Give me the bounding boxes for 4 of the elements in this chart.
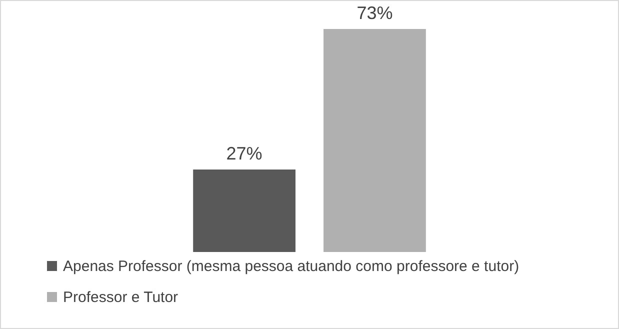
legend-label: Professor e Tutor xyxy=(63,289,178,306)
data-label: 73% xyxy=(356,3,393,23)
data-label: 27% xyxy=(226,144,262,164)
legend-label: Apenas Professor (mesma pessoa atuando como professore e tutor) xyxy=(63,258,520,275)
